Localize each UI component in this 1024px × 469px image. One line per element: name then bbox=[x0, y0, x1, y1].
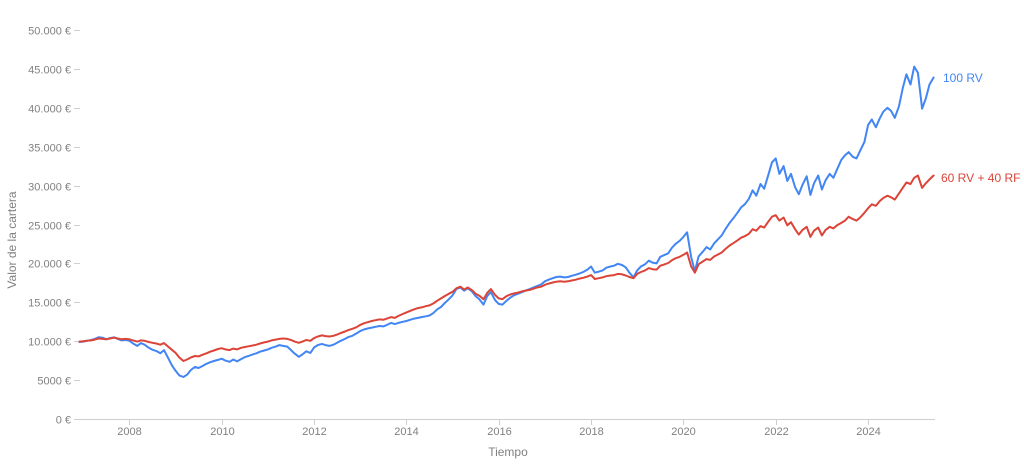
y-tick-label: 10.000 € bbox=[28, 337, 71, 349]
y-tick-label: 30.000 € bbox=[28, 182, 71, 194]
y-tick-label: 0 € bbox=[56, 415, 71, 427]
y-axis-title: Valor de la cartera bbox=[5, 191, 19, 289]
x-tick-label: 2020 bbox=[671, 426, 695, 438]
series-label-100-rv: 100 RV bbox=[943, 71, 983, 85]
x-tick-label: 2018 bbox=[579, 426, 603, 438]
y-tick-label: 15.000 € bbox=[28, 298, 71, 310]
series-label-60-rv-40-rf: 60 RV + 40 RF bbox=[941, 171, 1021, 185]
y-tick-label: 35.000 € bbox=[28, 143, 71, 155]
x-tick-label: 2012 bbox=[302, 426, 326, 438]
x-tick-label: 2014 bbox=[394, 426, 418, 438]
y-tick-label: 25.000 € bbox=[28, 221, 71, 233]
x-tick-label: 2016 bbox=[487, 426, 511, 438]
x-tick-label: 2008 bbox=[117, 426, 141, 438]
series-line-100-rv[interactable] bbox=[78, 65, 935, 378]
y-tick-label: 5000 € bbox=[37, 376, 71, 388]
y-tick-label: 40.000 € bbox=[28, 104, 71, 116]
x-tick-label: 2022 bbox=[764, 426, 788, 438]
x-tick-label: 2010 bbox=[210, 426, 234, 438]
series-line-60-rv-40-rf[interactable] bbox=[78, 174, 935, 362]
y-tick-label: 50.000 € bbox=[28, 26, 71, 38]
y-tick-label: 20.000 € bbox=[28, 259, 71, 271]
x-axis-title: Tiempo bbox=[488, 445, 528, 459]
y-tick-label: 45.000 € bbox=[28, 65, 71, 77]
x-tick-label: 2024 bbox=[856, 426, 880, 438]
